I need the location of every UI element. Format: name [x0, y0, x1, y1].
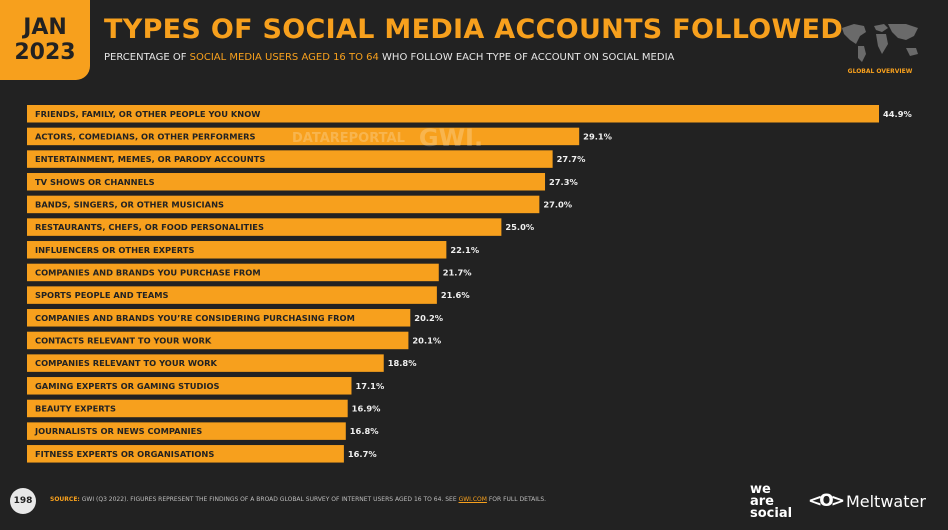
bar — [27, 127, 580, 146]
world-map-icon — [842, 24, 918, 62]
bar-category-label: COMPANIES RELEVANT TO YOUR WORK — [35, 358, 217, 368]
bar — [27, 377, 352, 395]
bar-category-label: BANDS, SINGERS, OR OTHER MUSICIANS — [35, 199, 224, 209]
bar-value-label: 21.7% — [443, 267, 472, 277]
bar-value-label: 27.0% — [543, 199, 572, 209]
bar — [27, 309, 411, 327]
bar-value-label: 20.1% — [412, 335, 441, 345]
bar — [27, 150, 553, 168]
meltwater-logo: <O> Meltwater — [808, 491, 926, 511]
bar — [27, 331, 409, 350]
meltwater-wordmark: Meltwater — [845, 491, 926, 511]
datareportal-watermark: DATAREPORTAL — [292, 130, 405, 146]
bar — [27, 173, 546, 191]
subtitle-prefix: PERCENTAGE OF — [104, 52, 187, 63]
bar-value-label: 20.2% — [414, 313, 443, 323]
bar-value-label: 27.3% — [549, 177, 578, 187]
page-number: 198 — [10, 488, 36, 514]
bar-category-label: FRIENDS, FAMILY, OR OTHER PEOPLE YOU KNO… — [35, 109, 260, 119]
bar-category-label: CONTACTS RELEVANT TO YOUR WORK — [35, 335, 212, 345]
bar-category-label: COMPANIES AND BRANDS YOU PURCHASE FROM — [35, 267, 261, 277]
meltwater-logo-icon: <O> — [808, 491, 845, 511]
was-line-3: social — [750, 506, 793, 521]
bar — [27, 263, 439, 282]
bar-category-label: SPORTS PEOPLE AND TEAMS — [35, 290, 169, 300]
bar — [27, 422, 346, 440]
page-subtitle: PERCENTAGE OF SOCIAL MEDIA USERS AGED 16… — [104, 52, 674, 63]
bar-category-label: FITNESS EXPERTS OR ORGANISATIONS — [35, 449, 214, 459]
was-line-2: are — [750, 494, 775, 509]
bar — [27, 445, 344, 463]
bar — [27, 195, 540, 214]
bar-category-label: BEAUTY EXPERTS — [35, 403, 116, 413]
bar-chart: FRIENDS, FAMILY, OR OTHER PEOPLE YOU KNO… — [27, 105, 912, 463]
source-link[interactable]: GWI.COM — [458, 496, 487, 503]
date-badge: JAN 2023 — [0, 0, 90, 80]
bar-value-label: 16.8% — [350, 426, 379, 436]
we-are-social-logo: we are social — [750, 482, 793, 521]
bar-value-label: 25.0% — [505, 222, 534, 232]
source-note: SOURCE: GWI (Q3 2022). FIGURES REPRESENT… — [50, 496, 546, 503]
bar-value-label: 16.9% — [352, 403, 381, 413]
bar — [27, 218, 502, 236]
bar-category-label: JOURNALISTS OR NEWS COMPANIES — [34, 426, 202, 436]
bar-value-label: 29.1% — [583, 131, 612, 141]
bar — [27, 241, 447, 259]
subtitle-highlight: SOCIAL MEDIA USERS AGED 16 TO 64 — [189, 52, 379, 63]
bar-category-label: ACTORS, COMEDIANS, OR OTHER PERFORMERS — [35, 131, 256, 141]
bar-value-label: 22.1% — [450, 245, 479, 255]
bar — [27, 286, 437, 304]
bar-category-label: TV SHOWS OR CHANNELS — [35, 177, 155, 187]
bar-value-label: 27.7% — [557, 154, 586, 164]
source-tail: FOR FULL DETAILS. — [488, 496, 547, 503]
bar-value-label: 17.1% — [355, 381, 384, 391]
subtitle-suffix: WHO FOLLOW EACH TYPE OF ACCOUNT ON SOCIA… — [382, 52, 675, 63]
bar-value-label: 16.7% — [348, 449, 377, 459]
bar — [27, 399, 348, 418]
watermark: DATAREPORTAL GWI. — [292, 124, 483, 152]
bar-category-label: RESTAURANTS, CHEFS, OR FOOD PERSONALITIE… — [35, 222, 264, 232]
bar-category-label: GAMING EXPERTS OR GAMING STUDIOS — [35, 381, 220, 391]
bar-category-label: ENTERTAINMENT, MEMES, OR PARODY ACCOUNTS — [35, 154, 265, 164]
bar-category-label: INFLUENCERS OR OTHER EXPERTS — [35, 245, 194, 255]
was-line-1: we — [750, 482, 771, 497]
badge-month: JAN — [23, 15, 67, 40]
bar-value-label: 21.6% — [441, 290, 470, 300]
source-text: GWI (Q3 2022). FIGURES REPRESENT THE FIN… — [81, 496, 457, 503]
bar-category-label: COMPANIES AND BRANDS YOU’RE CONSIDERING … — [35, 313, 355, 323]
page-title: TYPES OF SOCIAL MEDIA ACCOUNTS FOLLOWED — [104, 14, 844, 45]
bar-value-label: 44.9% — [883, 109, 912, 119]
source-label: SOURCE: — [50, 496, 80, 503]
bar — [27, 105, 879, 123]
global-overview-label: GLOBAL OVERVIEW — [847, 68, 913, 75]
bar — [27, 354, 384, 372]
gwi-watermark: GWI. — [418, 124, 484, 152]
bar-value-label: 18.8% — [388, 358, 417, 368]
badge-year: 2023 — [14, 40, 76, 65]
